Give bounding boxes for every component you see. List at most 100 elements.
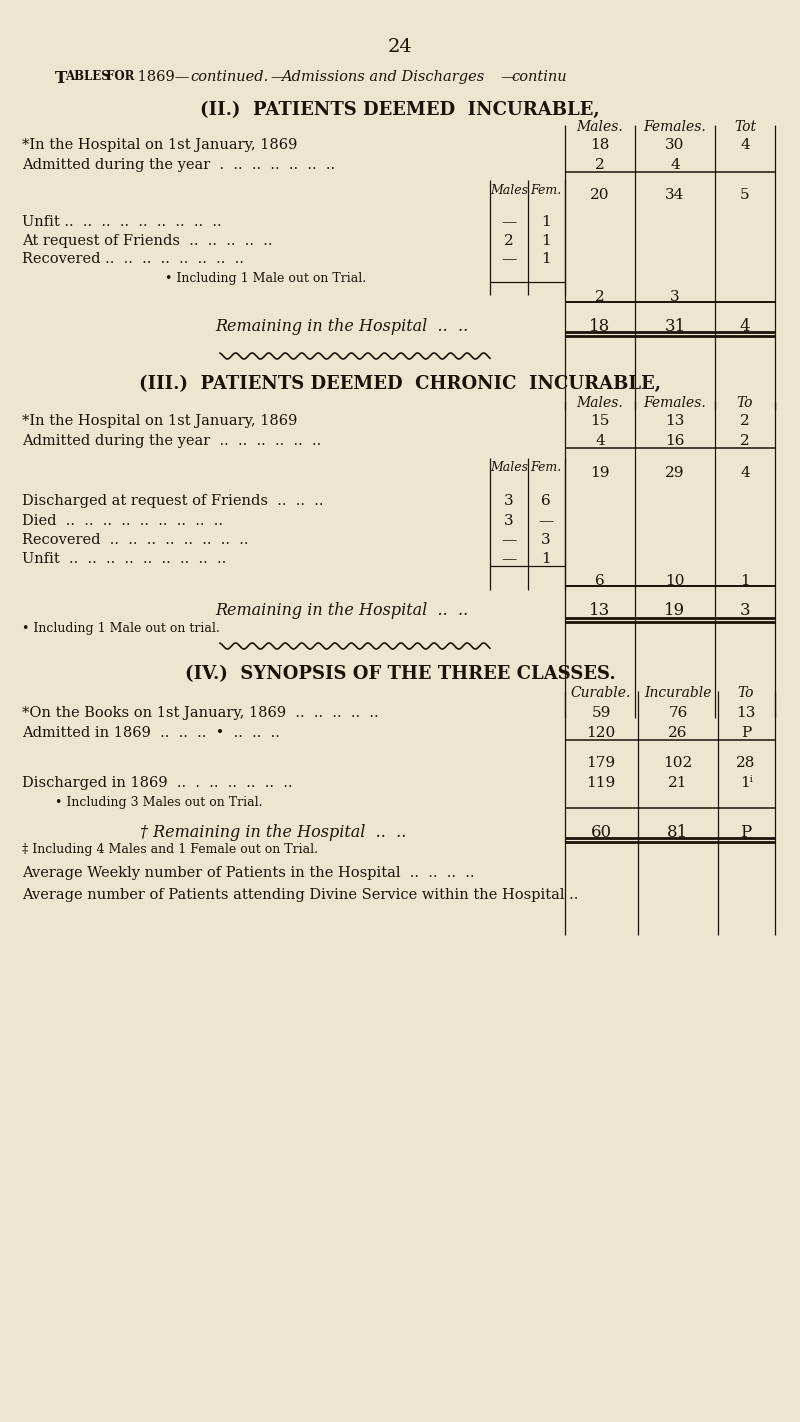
Text: Tot: Tot <box>734 119 756 134</box>
Text: 31: 31 <box>664 319 686 336</box>
Text: 6: 6 <box>541 493 551 508</box>
Text: continu: continu <box>511 70 566 84</box>
Text: P: P <box>741 727 751 739</box>
Text: 102: 102 <box>663 757 693 769</box>
Text: • Including 1 Male out on trial.: • Including 1 Male out on trial. <box>22 621 220 636</box>
Text: *In the Hospital on 1st January, 1869: *In the Hospital on 1st January, 1869 <box>22 138 298 152</box>
Text: To: To <box>738 685 754 700</box>
Text: (III.)  PATIENTS DEEMED  CHRONIC  INCURABLE,: (III.) PATIENTS DEEMED CHRONIC INCURABLE… <box>139 375 661 392</box>
Text: 2: 2 <box>740 434 750 448</box>
Text: 29: 29 <box>666 466 685 481</box>
Text: Recovered  ..  ..  ..  ..  ..  ..  ..  ..: Recovered .. .. .. .. .. .. .. .. <box>22 533 249 547</box>
Text: Curable.: Curable. <box>571 685 631 700</box>
Text: Males.: Males. <box>577 119 623 134</box>
Text: FOR: FOR <box>102 70 134 82</box>
Text: 13: 13 <box>666 414 685 428</box>
Text: T: T <box>55 70 67 87</box>
Text: 1: 1 <box>541 552 551 566</box>
Text: Died  ..  ..  ..  ..  ..  ..  ..  ..  ..: Died .. .. .. .. .. .. .. .. .. <box>22 513 223 528</box>
Text: ABLES: ABLES <box>65 70 110 82</box>
Text: Average number of Patients attending Divine Service within the Hospital ..: Average number of Patients attending Div… <box>22 887 578 902</box>
Text: 3: 3 <box>504 493 514 508</box>
Text: 120: 120 <box>586 727 616 739</box>
Text: Admitted during the year  .  ..  ..  ..  ..  ..  ..: Admitted during the year . .. .. .. .. .… <box>22 158 335 172</box>
Text: 19: 19 <box>590 466 610 481</box>
Text: (IV.)  SYNOPSIS OF THE THREE CLASSES.: (IV.) SYNOPSIS OF THE THREE CLASSES. <box>185 665 615 683</box>
Text: 21: 21 <box>668 776 688 791</box>
Text: 2: 2 <box>595 158 605 172</box>
Text: 3: 3 <box>740 602 750 619</box>
Text: Fem.: Fem. <box>530 183 562 198</box>
Text: 6: 6 <box>595 574 605 589</box>
Text: Admitted in 1869  ..  ..  ..  •  ..  ..  ..: Admitted in 1869 .. .. .. • .. .. .. <box>22 727 280 739</box>
Text: 76: 76 <box>668 705 688 720</box>
Text: Admitted during the year  ..  ..  ..  ..  ..  ..: Admitted during the year .. .. .. .. .. … <box>22 434 322 448</box>
Text: To: To <box>737 395 754 410</box>
Text: 28: 28 <box>736 757 756 769</box>
Text: 10: 10 <box>666 574 685 589</box>
Text: 2: 2 <box>595 290 605 304</box>
Text: 20: 20 <box>590 188 610 202</box>
Text: 4: 4 <box>740 319 750 336</box>
Text: 26: 26 <box>668 727 688 739</box>
Text: *In the Hospital on 1st January, 1869: *In the Hospital on 1st January, 1869 <box>22 414 298 428</box>
Text: 13: 13 <box>590 602 610 619</box>
Text: 4: 4 <box>740 466 750 481</box>
Text: ‡ Including 4 Males and 1 Female out on Trial.: ‡ Including 4 Males and 1 Female out on … <box>22 843 318 856</box>
Text: 59: 59 <box>591 705 610 720</box>
Text: —: — <box>502 552 517 566</box>
Text: 15: 15 <box>590 414 610 428</box>
Text: 81: 81 <box>667 823 689 840</box>
Text: Recovered ..  ..  ..  ..  ..  ..  ..  ..: Recovered .. .. .. .. .. .. .. .. <box>22 252 244 266</box>
Text: 3: 3 <box>541 533 551 547</box>
Text: 3: 3 <box>504 513 514 528</box>
Text: 18: 18 <box>590 319 610 336</box>
Text: 1: 1 <box>541 215 551 229</box>
Text: —: — <box>502 533 517 547</box>
Text: Males.: Males. <box>577 395 623 410</box>
Text: Discharged at request of Friends  ..  ..  ..: Discharged at request of Friends .. .. .… <box>22 493 323 508</box>
Text: 1: 1 <box>541 235 551 247</box>
Text: —: — <box>270 70 285 84</box>
Text: • Including 1 Male out on Trial.: • Including 1 Male out on Trial. <box>165 272 366 284</box>
Text: Discharged in 1869  ..  .  ..  ..  ..  ..  ..: Discharged in 1869 .. . .. .. .. .. .. <box>22 776 293 791</box>
Text: 2: 2 <box>504 235 514 247</box>
Text: (II.)  PATIENTS DEEMED  INCURABLE,: (II.) PATIENTS DEEMED INCURABLE, <box>200 101 600 119</box>
Text: 1: 1 <box>740 574 750 589</box>
Text: Average Weekly number of Patients in the Hospital  ..  ..  ..  ..: Average Weekly number of Patients in the… <box>22 866 474 880</box>
Text: Females.: Females. <box>644 395 706 410</box>
Text: 13: 13 <box>736 705 756 720</box>
Text: continued.: continued. <box>190 70 268 84</box>
Text: 34: 34 <box>666 188 685 202</box>
Text: 4: 4 <box>670 158 680 172</box>
Text: 2: 2 <box>740 414 750 428</box>
Text: † Remaining in the Hospital  ..  ..: † Remaining in the Hospital .. .. <box>140 823 406 840</box>
Text: Unfit ..  ..  ..  ..  ..  ..  ..  ..  ..: Unfit .. .. .. .. .. .. .. .. .. <box>22 215 222 229</box>
Text: 24: 24 <box>388 38 412 55</box>
Text: —: — <box>502 215 517 229</box>
Text: Remaining in the Hospital  ..  ..: Remaining in the Hospital .. .. <box>215 602 468 619</box>
Text: Males: Males <box>490 183 528 198</box>
Text: 4: 4 <box>595 434 605 448</box>
Text: Incurable: Incurable <box>644 685 712 700</box>
Text: Fem.: Fem. <box>530 461 562 474</box>
Text: 1869—: 1869— <box>133 70 190 84</box>
Text: 19: 19 <box>665 602 686 619</box>
Text: —: — <box>502 252 517 266</box>
Text: Remaining in the Hospital  ..  ..: Remaining in the Hospital .. .. <box>215 319 468 336</box>
Text: 1: 1 <box>541 252 551 266</box>
Text: 16: 16 <box>666 434 685 448</box>
Text: 1ⁱ: 1ⁱ <box>740 776 752 791</box>
Text: At request of Friends  ..  ..  ..  ..  ..: At request of Friends .. .. .. .. .. <box>22 235 273 247</box>
Text: 5: 5 <box>740 188 750 202</box>
Text: 179: 179 <box>586 757 615 769</box>
Text: Unfit  ..  ..  ..  ..  ..  ..  ..  ..  ..: Unfit .. .. .. .. .. .. .. .. .. <box>22 552 226 566</box>
Text: P: P <box>740 823 752 840</box>
Text: 3: 3 <box>670 290 680 304</box>
Text: 30: 30 <box>666 138 685 152</box>
Text: 4: 4 <box>740 138 750 152</box>
Text: 60: 60 <box>590 823 611 840</box>
Text: 119: 119 <box>586 776 616 791</box>
Text: Females.: Females. <box>644 119 706 134</box>
Text: —: — <box>500 70 514 84</box>
